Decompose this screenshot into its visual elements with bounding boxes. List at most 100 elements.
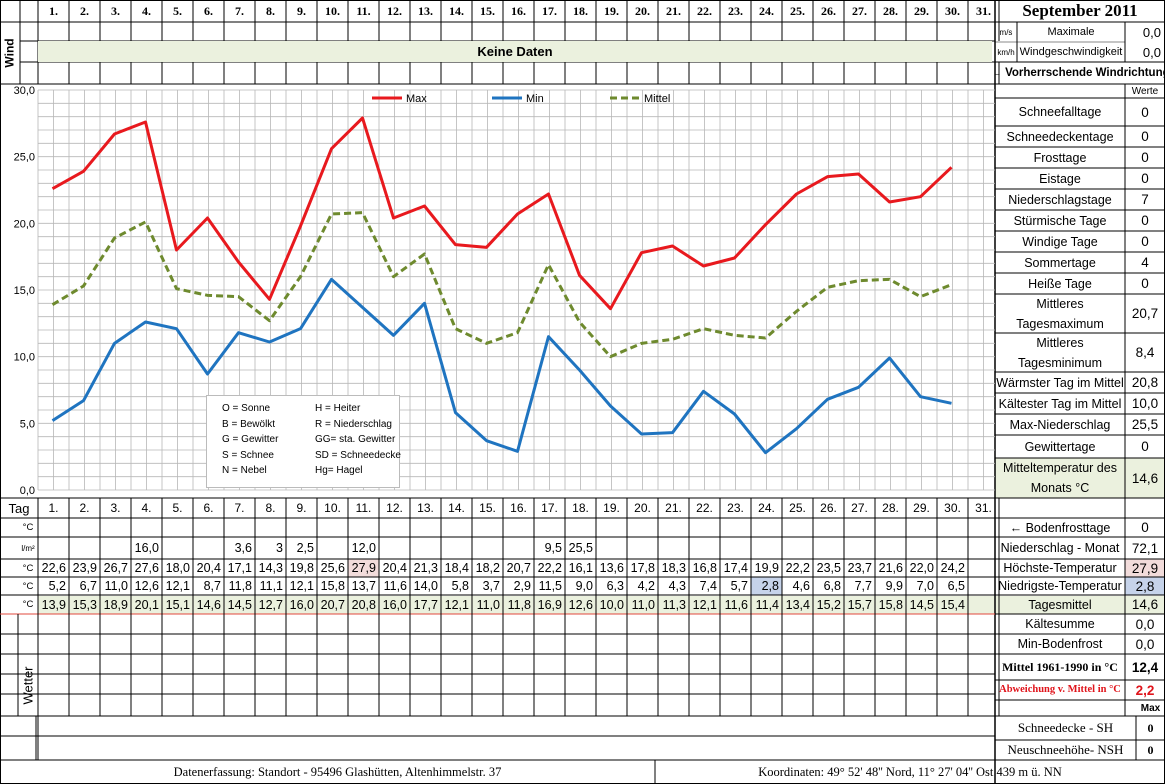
day-label-8: 8. (265, 501, 276, 515)
max-cell: 22,2 (537, 561, 562, 575)
min-cell: 6,8 (823, 579, 841, 593)
precip-cell (379, 537, 410, 559)
y-tick-label: 15,0 (14, 285, 35, 297)
precip-cell (441, 537, 472, 559)
snow-value: 0 (1147, 720, 1154, 735)
stat-value: 0 (1141, 234, 1149, 249)
mean-cell: 10,0 (599, 597, 624, 612)
weather-code-item: B = Bewölkt (222, 418, 276, 430)
max-cell: 27,9 (351, 561, 376, 575)
temperature-chart: 0,0 5,0 10,0 15,0 20,0 25,0 30,0 Max Min Mittel (14, 85, 995, 497)
precip-cell (658, 537, 689, 559)
weather-code-item: SD = Schneedecke (315, 449, 401, 461)
legend-label: Min (526, 93, 544, 105)
day-header-3: 3. (111, 3, 120, 18)
day-label-20: 20. (634, 501, 651, 515)
summary-value: 12,4 (1131, 659, 1159, 675)
day-header-9: 9. (297, 3, 306, 18)
min-cell: 7,4 (699, 579, 717, 593)
day-label-10: 10. (324, 501, 341, 515)
day-label-23: 23. (727, 501, 744, 515)
day-label-17: 17. (541, 501, 558, 515)
day-header-16: 16. (511, 3, 526, 18)
day-header-8: 8. (266, 3, 275, 18)
weather-code-item: O = Sonne (222, 403, 271, 414)
stat-label: Sommertage (1024, 255, 1096, 270)
min-cell: 6,7 (79, 579, 97, 593)
mean-cell: 15,2 (816, 597, 841, 612)
day-header-24: 24. (759, 3, 774, 18)
precip-cell (627, 537, 658, 559)
min-cell: 3,7 (482, 579, 500, 593)
mean-cell: 11,4 (755, 597, 779, 612)
legend-label: Mittel (644, 93, 670, 105)
max-cell: 21,3 (413, 561, 438, 575)
precip-cell (844, 537, 875, 559)
max-cell: 21,6 (878, 561, 903, 575)
precip-cell (162, 537, 193, 559)
stat-value: 0 (1141, 104, 1149, 120)
mean-cell: 12,1 (692, 597, 717, 612)
stat-value: 0 (1141, 150, 1149, 165)
day-header-21: 21. (666, 3, 681, 18)
mean-cell: 15,8 (878, 597, 903, 612)
day-header-26: 26. (821, 3, 836, 18)
precip-cell (596, 537, 627, 559)
stat-label: Heiße Tage (1028, 276, 1092, 291)
day-label-7: 7. (234, 501, 245, 515)
precip-cell (689, 537, 720, 559)
day-header-13: 13. (418, 3, 433, 18)
precip-cell (472, 537, 503, 559)
unit-c-row1: °C (22, 522, 34, 533)
wind-max-ms: 0,0 (1142, 24, 1161, 40)
unit-c-max: °C (22, 562, 34, 574)
stat-value: 0 (1141, 129, 1149, 144)
stat-label: Frosttage (1033, 150, 1087, 165)
day-label-13: 13. (417, 501, 434, 515)
mean-cell: 14,5 (909, 597, 934, 612)
summary-label: Mittel 1961-1990 in °C (1002, 660, 1118, 674)
day-header-25: 25. (790, 3, 805, 18)
summary-label: Min-Bodenfrost (1017, 637, 1103, 651)
tag-label: Tag (8, 500, 30, 516)
day-header-11: 11. (356, 3, 371, 18)
weather-code-item: Hg= Hagel (315, 465, 363, 476)
stat-value: 0 (1141, 439, 1149, 454)
min-cell: 4,6 (792, 579, 810, 593)
precip-cell (906, 537, 937, 559)
min-cell: 11,5 (538, 579, 562, 593)
day-header-28: 28. (883, 3, 898, 18)
summary-label: Niedrigste-Temperatur (998, 579, 1122, 593)
day-label-3: 3. (110, 501, 121, 515)
max-cell: 20,7 (506, 561, 531, 575)
max-cell: 22,6 (41, 561, 66, 575)
mean-cell: 15,3 (72, 597, 97, 612)
day-header-31: 31. (976, 3, 991, 18)
precip-cell: 16,0 (134, 541, 159, 555)
day-header-7: 7. (235, 3, 244, 18)
mean-cell: 16,0 (289, 597, 314, 612)
min-cell: 11,6 (383, 579, 407, 593)
max-cell: 24,2 (940, 561, 965, 575)
precip-cell (782, 537, 813, 559)
day-header-23: 23. (728, 3, 743, 18)
mean-cell: 13,4 (785, 597, 810, 612)
precip-cell: 2,5 (296, 541, 314, 555)
precip-cell (69, 537, 100, 559)
summary-label: ← Bodenfrosttage (1009, 520, 1111, 535)
min-cell: 5,7 (730, 579, 748, 593)
y-tick-label: 25,0 (14, 152, 35, 164)
max-cell: 17,1 (227, 561, 252, 575)
summary-label: Abweichung v. Mittel in °C (999, 684, 1121, 695)
series-line-max (51, 116, 953, 311)
min-cell: 11,0 (104, 579, 128, 593)
precip-cell (503, 537, 534, 559)
stat-label: Mittleres Tagesmaximum (1016, 296, 1104, 331)
stat-value: 8,4 (1135, 345, 1155, 360)
precip-cell (751, 537, 782, 559)
footer-location: Datenerfassung: Standort - 95496 Glashüt… (173, 764, 502, 779)
stat-label: Gewittertage (1024, 439, 1096, 454)
weather-legend-box: O = Sonne H = Heiter B = Bewölkt R = Nieder… (206, 395, 401, 488)
day-label-18: 18. (572, 501, 589, 515)
